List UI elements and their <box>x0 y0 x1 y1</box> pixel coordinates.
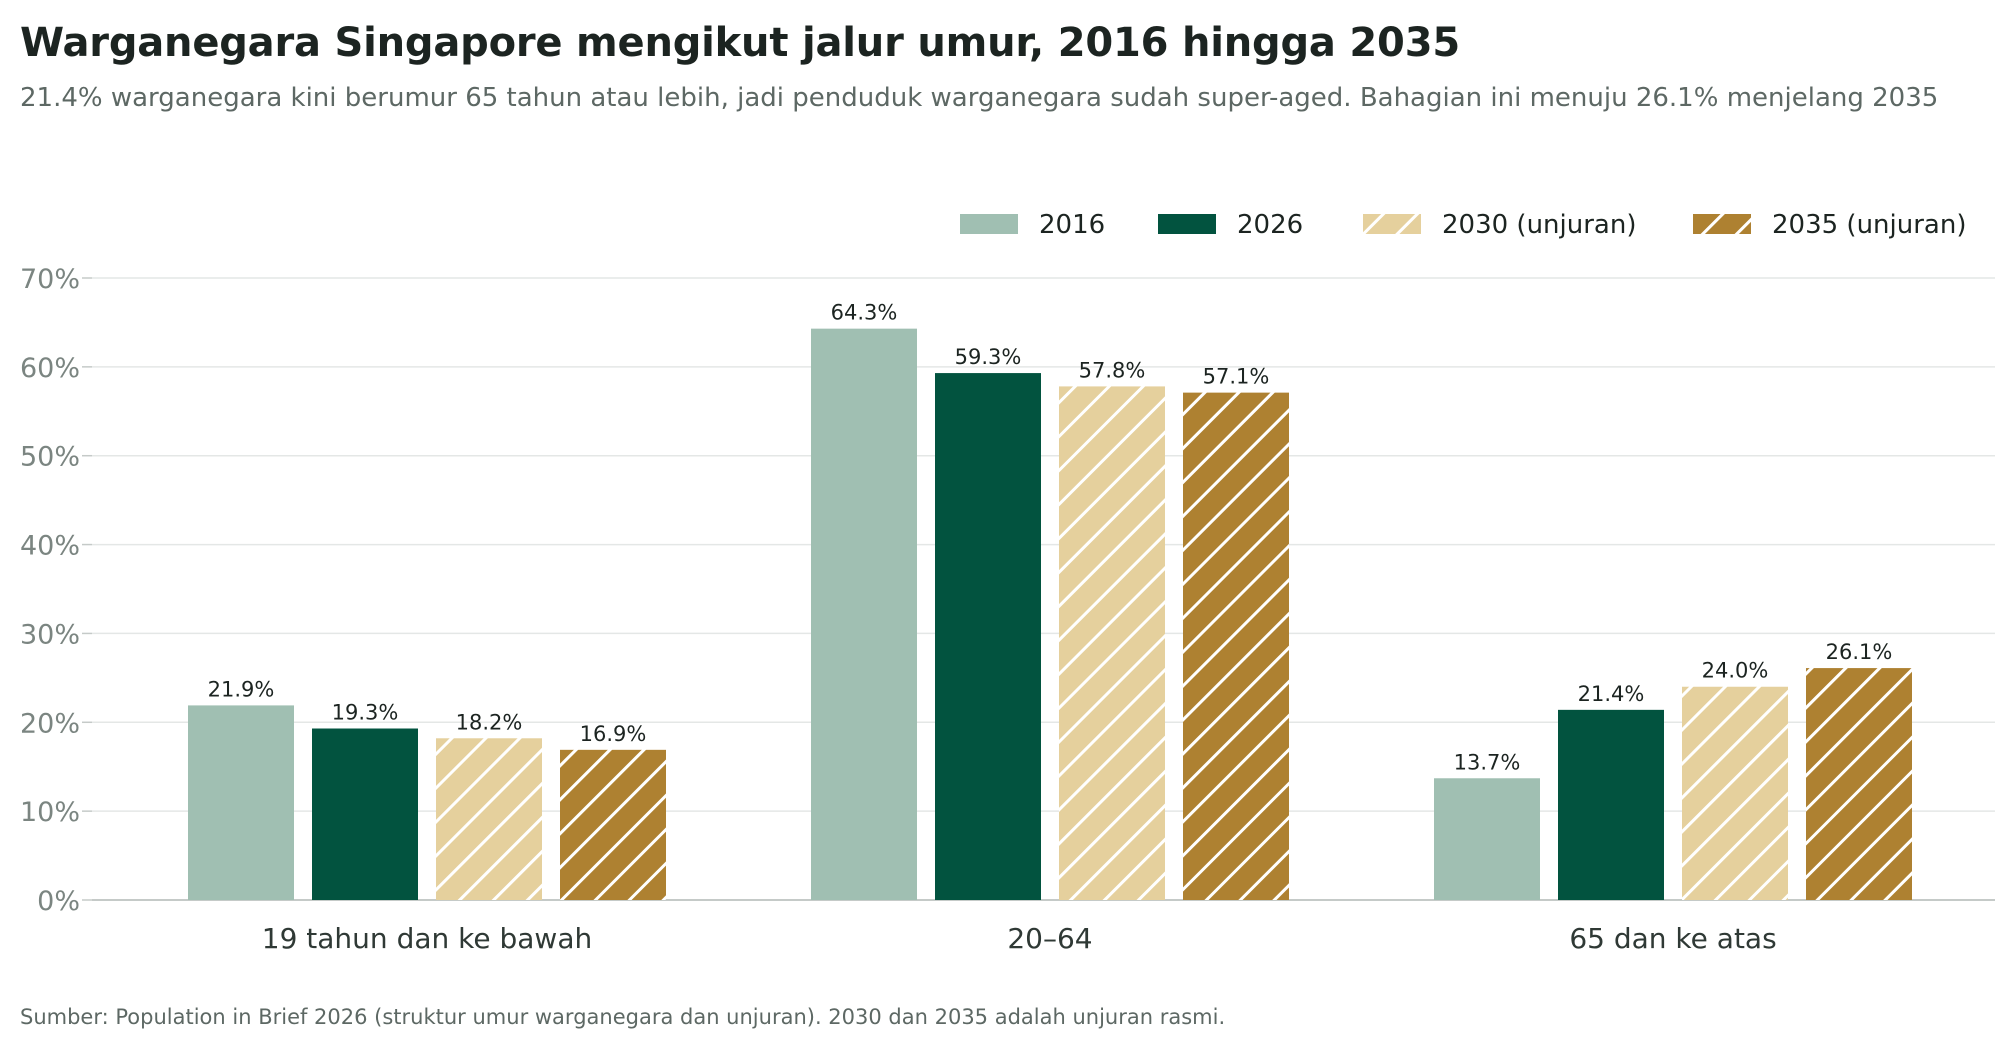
legend-swatch <box>1363 214 1421 234</box>
bar <box>436 738 542 900</box>
legend-swatch <box>1158 214 1216 234</box>
y-tick-label: 70% <box>20 264 80 295</box>
data-labels: 21.9% 19.3% 18.2% 16.9% 64.3% 59.3% 57.8% 57.1%… <box>208 301 1893 775</box>
bar <box>1434 778 1540 900</box>
chart-title: Warganegara Singapore mengikut jalur umu… <box>20 20 1460 66</box>
bar <box>1682 686 1788 900</box>
data-label: 13.7% <box>1454 750 1521 774</box>
data-label: 57.8% <box>1079 358 1146 382</box>
legend-label: 2026 <box>1237 210 1303 240</box>
bar <box>312 728 418 900</box>
data-label: 59.3% <box>955 345 1022 369</box>
bar <box>1059 386 1165 900</box>
legend-label: 2035 (unjuran) <box>1772 210 1966 240</box>
data-label: 21.9% <box>208 677 275 701</box>
bar <box>935 373 1041 900</box>
bar <box>811 328 917 900</box>
category-label: 65 dan ke atas <box>1569 922 1776 955</box>
legend-label: 2030 (unjuran) <box>1442 210 1636 240</box>
y-tick-label: 20% <box>20 708 80 739</box>
y-tick-label: 10% <box>20 797 80 828</box>
x-axis-categories: 19 tahun dan ke bawah 20–64 65 dan ke atas <box>262 922 1777 955</box>
bar <box>188 705 294 900</box>
category-label: 20–64 <box>1007 922 1092 955</box>
legend-swatch <box>1693 214 1751 234</box>
data-label: 18.2% <box>456 710 523 734</box>
y-tick-label: 50% <box>20 442 80 473</box>
legend-swatch <box>960 214 1018 234</box>
legend-label: 2016 <box>1039 210 1105 240</box>
bar <box>560 749 666 900</box>
chart-subtitle: 21.4% warganegara kini berumur 65 tahun … <box>20 83 1939 113</box>
bar <box>1183 392 1289 900</box>
y-tick-label: 30% <box>20 619 80 650</box>
data-label: 24.0% <box>1702 659 1769 683</box>
data-label: 26.1% <box>1826 640 1893 664</box>
bar <box>1806 668 1912 900</box>
data-label: 16.9% <box>580 722 647 746</box>
y-tick-label: 40% <box>20 531 80 562</box>
y-tick-label: 60% <box>20 353 80 384</box>
data-label: 21.4% <box>1578 682 1645 706</box>
category-label: 19 tahun dan ke bawah <box>262 922 592 955</box>
data-label: 57.1% <box>1203 365 1270 389</box>
data-label: 19.3% <box>332 701 399 725</box>
legend: 2016 2026 2030 (unjuran) 2035 (unjuran) <box>960 210 1966 240</box>
bar <box>1558 709 1664 900</box>
data-label: 64.3% <box>831 301 898 325</box>
y-tick-label: 0% <box>37 886 80 917</box>
chart-source: Sumber: Population in Brief 2026 (strukt… <box>20 1005 1226 1029</box>
bars <box>188 328 1912 900</box>
